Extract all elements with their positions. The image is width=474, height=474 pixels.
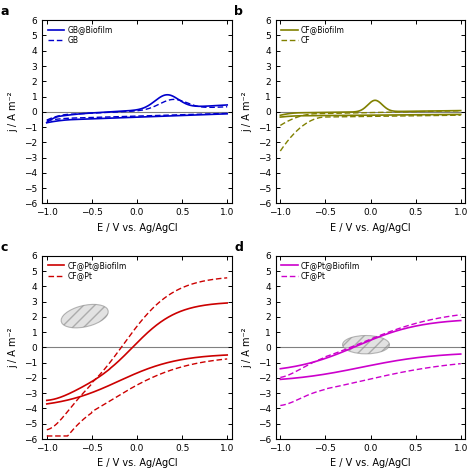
Text: c: c (0, 241, 8, 254)
X-axis label: E / V vs. Ag/AgCl: E / V vs. Ag/AgCl (97, 223, 177, 233)
Legend: CF@Pt@Biofilm, CF@Pt: CF@Pt@Biofilm, CF@Pt (46, 260, 128, 282)
Y-axis label: j / A m⁻²: j / A m⁻² (242, 327, 252, 368)
X-axis label: E / V vs. Ag/AgCl: E / V vs. Ag/AgCl (330, 458, 411, 468)
Y-axis label: j / A m⁻²: j / A m⁻² (9, 91, 18, 132)
X-axis label: E / V vs. Ag/AgCl: E / V vs. Ag/AgCl (330, 223, 411, 233)
Legend: GB@Biofilm, GB: GB@Biofilm, GB (46, 24, 114, 46)
Y-axis label: j / A m⁻²: j / A m⁻² (242, 91, 252, 132)
Ellipse shape (343, 336, 390, 354)
Text: a: a (0, 5, 9, 18)
Legend: CF@Biofilm, CF: CF@Biofilm, CF (280, 24, 346, 46)
Text: b: b (234, 5, 243, 18)
Ellipse shape (61, 304, 108, 328)
Legend: CF@Pt@Biofilm, CF@Pt: CF@Pt@Biofilm, CF@Pt (280, 260, 362, 282)
Text: d: d (234, 241, 243, 254)
X-axis label: E / V vs. Ag/AgCl: E / V vs. Ag/AgCl (97, 458, 177, 468)
Y-axis label: j / A m⁻²: j / A m⁻² (9, 327, 18, 368)
